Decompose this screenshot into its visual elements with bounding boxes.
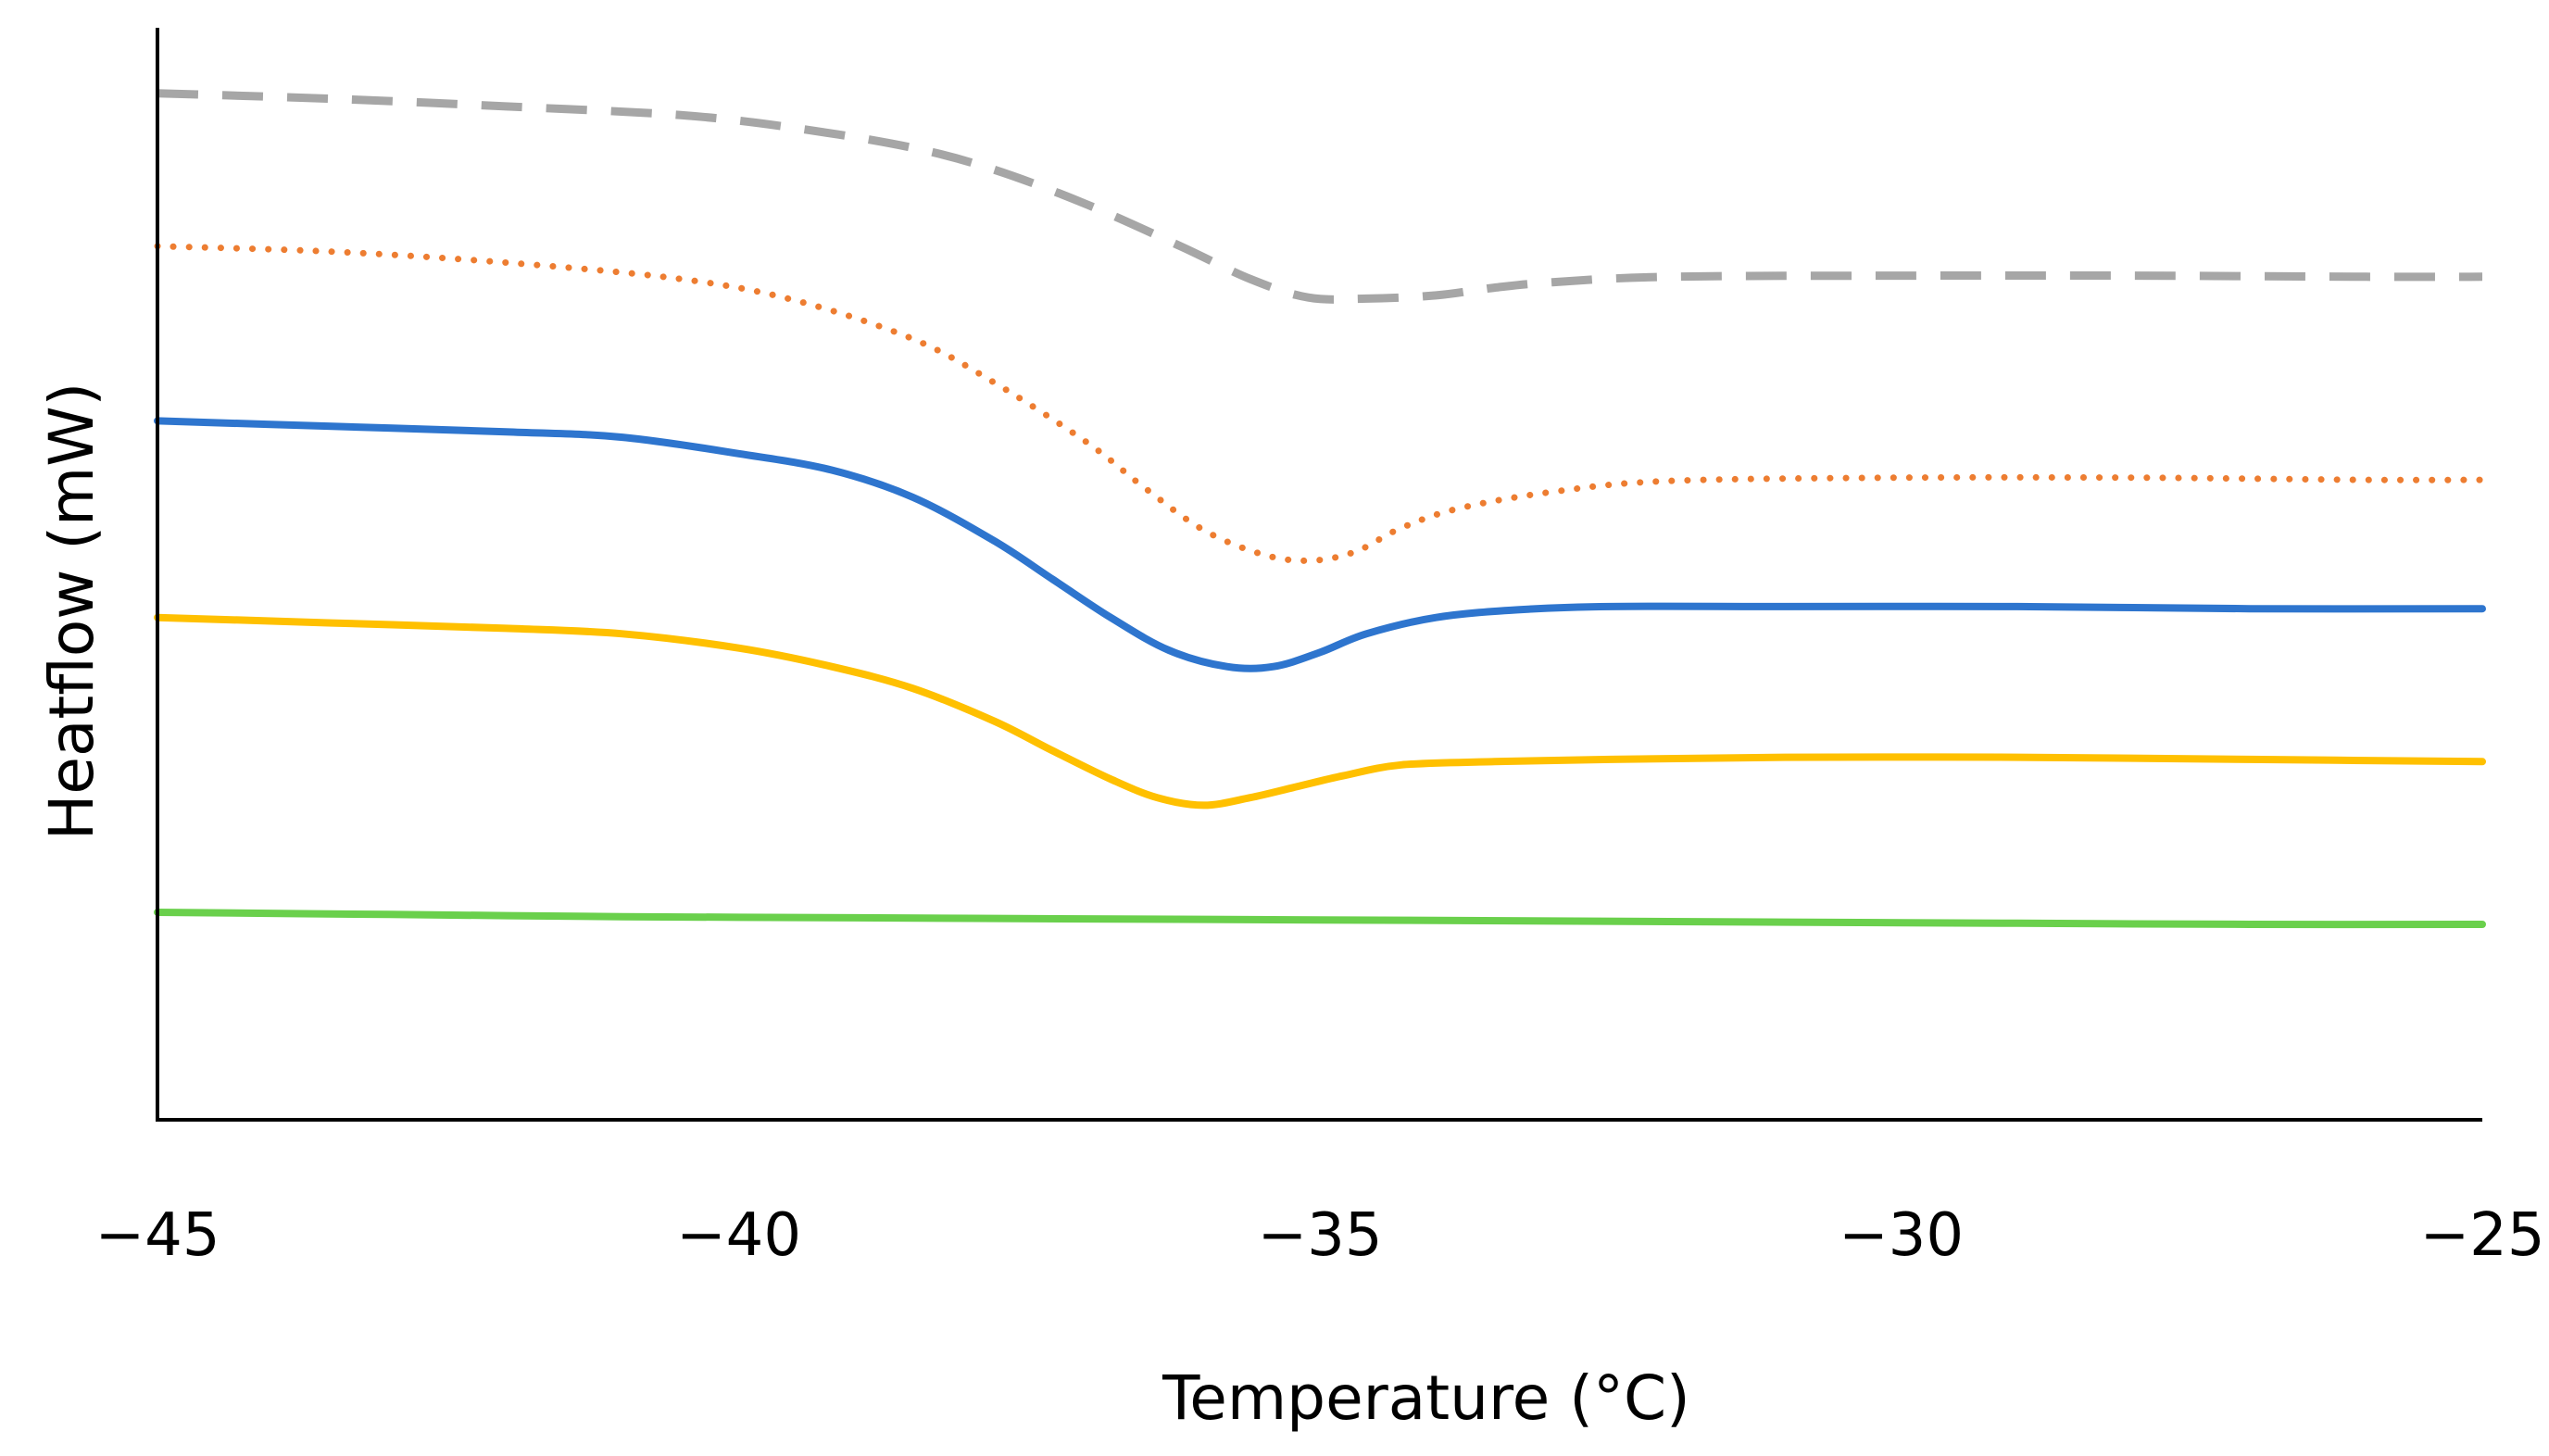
series-line-1 [157,89,2483,304]
x-tick-label: −30 [1839,1201,1964,1270]
x-tick-label: −40 [676,1201,801,1270]
y-axis-title: Heatflow (mW) [36,383,107,841]
x-tick-labels: −45 −40 −35 −30 −25 [94,1201,2544,1270]
x-tick-label: −35 [1257,1201,1382,1270]
series-line-5 [154,909,2486,929]
x-axis-title: Temperature (°C) [1161,1362,1690,1434]
x-tick-label: −25 [2419,1201,2544,1270]
series-group [154,89,2486,929]
series-line-2 [154,243,2486,564]
series-line-4 [154,613,2486,810]
series-line-3 [154,417,2486,672]
x-tick-label: −45 [94,1201,220,1270]
